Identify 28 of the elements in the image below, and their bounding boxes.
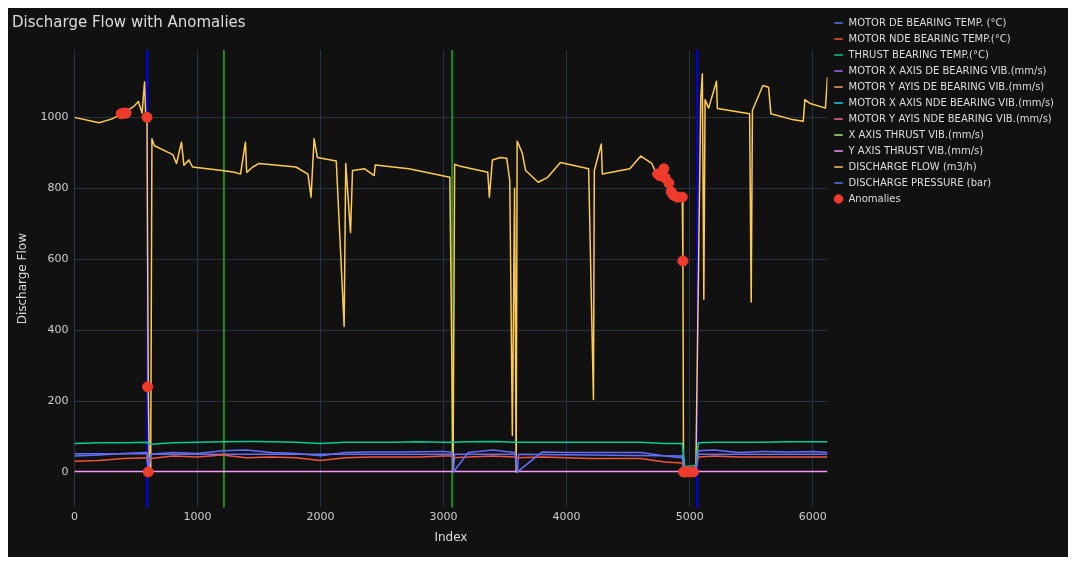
y-tick-label: 600: [47, 252, 69, 266]
legend-label: DISCHARGE PRESSURE (bar): [848, 176, 992, 188]
legend-label: X AXIS THRUST VIB.(mm/s): [848, 128, 985, 140]
x-tick-label: 4000: [552, 509, 581, 523]
legend-label: MOTOR Y AYIS DE BEARING VIB.(mm/s): [848, 80, 1045, 92]
y-tick-label: 800: [47, 181, 69, 195]
y-tick-label: 1000: [40, 110, 69, 124]
legend-label: MOTOR X AXIS NDE BEARING VIB.(mm/s): [848, 96, 1055, 108]
x-tick-label: 1000: [183, 509, 212, 523]
legend-label: Y AXIS THRUST VIB.(mm/s): [847, 144, 984, 156]
x-tick-label: 2000: [306, 509, 335, 523]
legend-label: MOTOR NDE BEARING TEMP.(°C): [848, 32, 1011, 44]
x-tick-label: 0: [70, 509, 78, 523]
legend-label: DISCHARGE FLOW (m3/h): [848, 160, 977, 172]
x-tick-label: 5000: [675, 509, 704, 523]
legend-label: MOTOR X AXIS DE BEARING VIB.(mm/s): [848, 64, 1047, 76]
legend-label: THRUST BEARING TEMP.(°C): [847, 48, 989, 60]
x-tick-label: 3000: [429, 509, 458, 523]
legend-label: MOTOR Y AYIS NDE BEARING VIB.(mm/s): [848, 112, 1052, 124]
chart-title: Discharge Flow with Anomalies: [12, 12, 246, 31]
x-tick-label: 6000: [798, 509, 827, 523]
y-tick-label: 200: [47, 393, 69, 407]
y-tick-label: 400: [47, 322, 69, 336]
legend-label: Anomalies: [848, 192, 901, 204]
legend-label: MOTOR DE BEARING TEMP. (°C): [848, 16, 1007, 28]
x-axis-title: Index: [434, 529, 468, 544]
y-axis-title: Discharge Flow: [15, 232, 30, 325]
y-tick-label: 0: [61, 464, 69, 478]
